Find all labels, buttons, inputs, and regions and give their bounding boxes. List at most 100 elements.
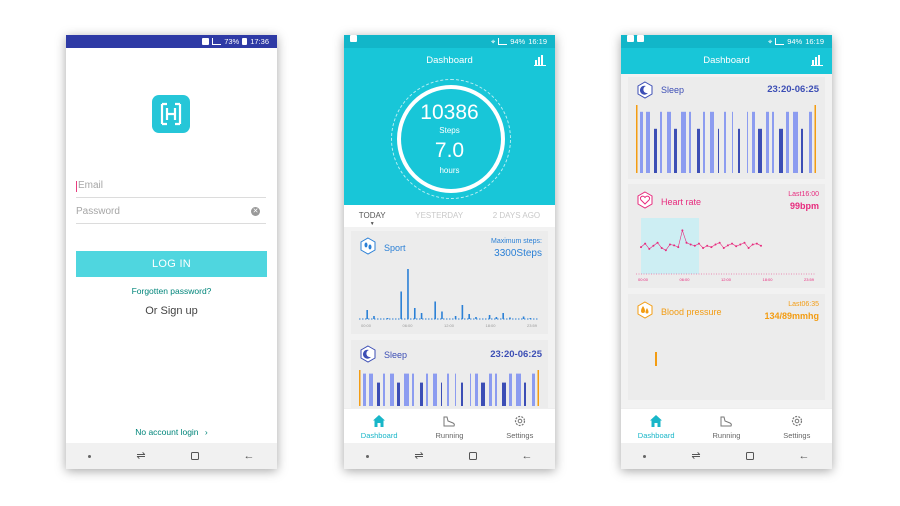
nav-running[interactable]: Running <box>696 414 756 440</box>
sport-bar <box>413 308 416 319</box>
nav-settings-label: Settings <box>506 431 534 440</box>
sleep-segment <box>681 111 686 173</box>
heart-tick-label: 12:00 <box>721 277 732 282</box>
sleep-segment <box>455 373 456 406</box>
heart-point <box>735 245 738 248</box>
sleep-segment <box>646 111 650 173</box>
sleep-segment <box>697 128 700 173</box>
heart-point <box>644 242 647 245</box>
sleep-segment <box>801 128 803 173</box>
sleep-segment <box>495 373 497 406</box>
heart-point <box>689 243 692 246</box>
heart-point <box>693 244 696 247</box>
back-stack-icon[interactable]: ⇌ <box>136 449 146 462</box>
sleep-card[interactable]: Sleep 23:20-06:25 <box>351 340 548 408</box>
heart-point <box>652 244 655 247</box>
nav-running-label: Running <box>712 431 741 440</box>
sport-bar-chart: 00:00 06:00 12:00 18:00 23:59 <box>359 269 539 328</box>
back-arrow-icon[interactable]: ← <box>798 449 810 462</box>
bar-chart-icon[interactable] <box>534 54 546 66</box>
battery-percent: 73% <box>224 37 240 46</box>
sport-bar <box>400 291 402 319</box>
day-tabs: TODAY YESTERDAY 2 DAYS AGO <box>344 205 555 227</box>
sleep-segment <box>461 382 463 406</box>
bar-chart-icon[interactable] <box>811 54 823 66</box>
heart-point <box>731 242 734 245</box>
nav-dashboard[interactable]: Dashboard <box>626 414 686 440</box>
email-input[interactable] <box>78 175 238 196</box>
sleep-segment <box>667 111 671 173</box>
back-stack-icon[interactable]: ⇌ <box>691 449 701 462</box>
sport-tick-label: 23:59 <box>527 323 538 328</box>
nav-settings[interactable]: Settings <box>490 414 550 440</box>
nav-dot-icon[interactable] <box>366 454 370 458</box>
sport-card[interactable]: Sport Maximum steps: 3300Steps 00:00 06:0… <box>351 231 548 334</box>
heart-rate-card[interactable]: Heart rate Last16:00 99bpm 00:00 06:00 12:… <box>628 184 825 288</box>
moon-icon <box>360 345 376 363</box>
chevron-right-icon: › <box>204 427 208 437</box>
sleep-title: Sleep <box>384 350 408 360</box>
sleep-segment <box>363 373 366 406</box>
sleep-segment <box>640 111 643 173</box>
nav-dot-icon[interactable] <box>643 454 647 458</box>
heart-last-label: Last16:00 <box>788 191 819 198</box>
back-arrow-icon[interactable]: ← <box>521 449 533 462</box>
heart-rate-line-chart: 00:00 06:00 12:00 18:00 23:59 <box>636 218 816 282</box>
heart-point <box>747 247 750 249</box>
password-input[interactable] <box>76 201 236 222</box>
nav-dot-icon[interactable] <box>88 454 92 458</box>
heart-point <box>681 229 684 232</box>
status-time: 17:36 <box>250 37 269 46</box>
back-stack-icon[interactable]: ⇌ <box>414 449 424 462</box>
sleep-segment <box>654 128 657 173</box>
email-field[interactable] <box>76 175 266 198</box>
heart-point <box>706 244 709 247</box>
steps-value: 10386 <box>420 101 479 124</box>
login-phone-screen: 73% 17:36 ✕ LOG IN Forgotten password? O… <box>66 35 277 469</box>
back-arrow-icon[interactable]: ← <box>243 449 255 462</box>
sleep-segment <box>747 111 748 173</box>
heart-point <box>664 249 667 252</box>
signup-link[interactable]: Or Sign up <box>145 305 198 317</box>
nav-dashboard[interactable]: Dashboard <box>349 414 409 440</box>
sleep-segment <box>703 111 705 173</box>
status-bar: ⌖ 94% 16:19 <box>344 35 555 48</box>
sleep-start-marker <box>636 105 638 173</box>
alarm-icon <box>202 38 210 45</box>
home-square-icon[interactable] <box>468 452 477 460</box>
sleep-segment <box>758 128 762 173</box>
tab-today[interactable]: TODAY <box>359 205 386 227</box>
sport-bar <box>522 316 525 319</box>
battery-percent: 94% <box>510 37 526 46</box>
sleep-card[interactable]: Sleep 23:20-06:25 <box>628 77 825 179</box>
sleep-segment <box>718 128 719 173</box>
heart-point <box>710 246 713 249</box>
gear-icon <box>791 415 802 427</box>
sport-bar <box>434 301 436 319</box>
nav-settings[interactable]: Settings <box>767 414 827 440</box>
tab-yesterday[interactable]: YESTERDAY <box>415 211 464 220</box>
home-square-icon[interactable] <box>190 452 199 460</box>
heart-point <box>722 247 725 249</box>
home-square-icon[interactable] <box>745 452 754 460</box>
dashboard-scrolled-phone-screen: ⌖ 94% 16:19 Dashboard Sleep 23:20-06:25 <box>621 35 832 469</box>
no-account-login-link[interactable]: No account login › <box>66 427 277 437</box>
blood-drop-icon <box>637 301 653 319</box>
login-button[interactable]: LOG IN <box>76 251 267 277</box>
forgot-password-link[interactable]: Forgotten password? <box>131 286 212 296</box>
progress-ring <box>397 85 505 193</box>
nav-running[interactable]: Running <box>419 414 479 440</box>
sleep-segment <box>732 111 733 173</box>
clear-icon[interactable]: ✕ <box>251 207 260 216</box>
home-icon <box>373 415 386 427</box>
password-field[interactable]: ✕ <box>76 201 266 224</box>
sleep-segment <box>377 382 380 406</box>
sport-bar <box>475 317 477 319</box>
status-time: 16:19 <box>805 37 824 46</box>
sleep-segment <box>470 373 471 406</box>
page-title: Dashboard <box>426 55 473 66</box>
sport-bar <box>509 317 511 319</box>
tab-2-days-ago[interactable]: 2 DAYS AGO <box>492 211 541 220</box>
blood-pressure-card[interactable]: Blood pressure Last06:35 134/89mmhg <box>628 294 825 400</box>
heart-point <box>702 247 705 249</box>
